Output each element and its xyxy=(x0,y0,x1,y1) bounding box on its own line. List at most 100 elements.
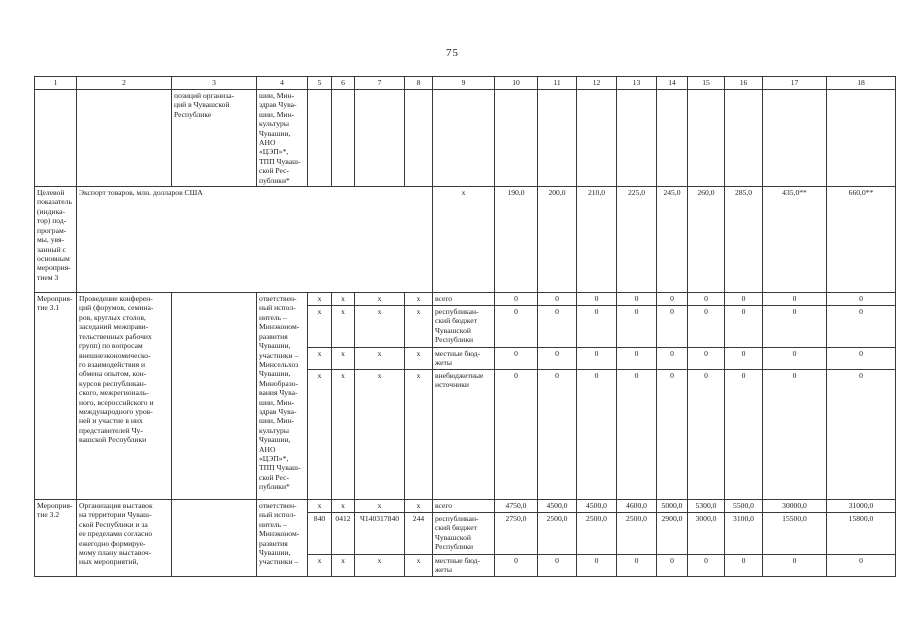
amount-cell: 2750,0 xyxy=(494,511,538,555)
carryover-col3-text: позиций организа- ций в Чувашской Респуб… xyxy=(171,88,257,188)
target-value: 200,0 xyxy=(537,186,577,294)
code-cell: 840 xyxy=(307,511,332,555)
target-col9-mark: x xyxy=(432,186,495,294)
code-cell: x xyxy=(331,368,355,500)
column-header: 10 xyxy=(494,76,538,90)
code-cell: x xyxy=(404,292,433,307)
column-header: 18 xyxy=(826,76,896,90)
table-cell-empty xyxy=(171,498,257,577)
code-cell: 244 xyxy=(404,511,433,555)
column-header: 12 xyxy=(576,76,617,90)
code-cell: x xyxy=(331,292,355,307)
amount-cell: 0 xyxy=(687,305,725,349)
code-cell: x xyxy=(404,498,433,513)
code-cell: x xyxy=(307,305,332,349)
amount-cell: 0 xyxy=(724,305,763,349)
amount-cell: 0 xyxy=(826,553,896,577)
budget-source-label: местные бюд- жеты xyxy=(432,347,495,370)
amount-cell: 0 xyxy=(724,553,763,577)
amount-cell: 31000,0 xyxy=(826,498,896,513)
code-cell: x xyxy=(331,305,355,349)
amount-cell: 0 xyxy=(494,347,538,370)
amount-cell: 0 xyxy=(826,292,896,307)
event32-id: Мероприя- тие 3.2 xyxy=(34,498,77,577)
column-header: 17 xyxy=(762,76,827,90)
amount-cell: 0 xyxy=(576,368,617,500)
amount-cell: 4500,0 xyxy=(576,498,617,513)
target-value: 225,0 xyxy=(616,186,657,294)
amount-cell: 0 xyxy=(687,347,725,370)
table-cell-empty xyxy=(494,88,538,188)
column-header: 8 xyxy=(404,76,433,90)
code-cell: x xyxy=(307,292,332,307)
amount-cell: 2500,0 xyxy=(537,511,577,555)
amount-cell: 0 xyxy=(537,305,577,349)
amount-cell: 5000,0 xyxy=(656,498,688,513)
code-cell: x xyxy=(307,347,332,370)
event32-subrow-total: Мероприя- тие 3.2 Организация выставок н… xyxy=(34,498,896,577)
column-header: 7 xyxy=(354,76,405,90)
amount-cell: 5500,0 xyxy=(724,498,763,513)
column-header: 14 xyxy=(656,76,688,90)
amount-cell: 2500,0 xyxy=(616,511,657,555)
code-cell: x xyxy=(354,292,405,307)
code-cell: x xyxy=(307,498,332,513)
amount-cell: 0 xyxy=(762,292,827,307)
target-indicator-title: Целевой показатель (индика- тор) под- пр… xyxy=(34,186,77,294)
column-header: 16 xyxy=(724,76,763,90)
amount-cell: 0 xyxy=(616,553,657,577)
code-cell: x xyxy=(354,305,405,349)
code-cell: x xyxy=(404,368,433,500)
amount-cell: 3100,0 xyxy=(724,511,763,555)
event31-id: Мероприя- тие 3.1 xyxy=(34,292,77,500)
amount-cell: 0 xyxy=(494,305,538,349)
table-cell-empty xyxy=(616,88,657,188)
amount-cell: 0 xyxy=(576,553,617,577)
amount-cell: 0 xyxy=(656,305,688,349)
code-cell: 0412 xyxy=(331,511,355,555)
amount-cell: 0 xyxy=(656,368,688,500)
amount-cell: 0 xyxy=(762,553,827,577)
amount-cell: 0 xyxy=(826,305,896,349)
code-cell: x xyxy=(354,368,405,500)
code-cell: x xyxy=(404,305,433,349)
table-cell-empty xyxy=(354,88,405,188)
amount-cell: 15800,0 xyxy=(826,511,896,555)
budget-source-label: всего xyxy=(432,292,495,307)
amount-cell: 0 xyxy=(576,305,617,349)
target-value: 285,0 xyxy=(724,186,763,294)
amount-cell: 0 xyxy=(537,292,577,307)
column-header: 6 xyxy=(331,76,355,90)
amount-cell: 0 xyxy=(494,553,538,577)
event31-subrow-republic-budget: x x x x республикан- ский бюджет Чувашск… xyxy=(35,305,896,349)
table-cell-empty xyxy=(687,88,725,188)
amount-cell: 0 xyxy=(656,347,688,370)
amount-cell: 2500,0 xyxy=(576,511,617,555)
target-indicator-name: Экспорт товаров, млн. долларов США xyxy=(76,186,433,294)
column-header: 1 xyxy=(34,76,77,90)
column-header: 15 xyxy=(687,76,725,90)
amount-cell: 0 xyxy=(762,305,827,349)
target-value: 260,0 xyxy=(687,186,725,294)
amount-cell: 0 xyxy=(826,347,896,370)
column-header: 3 xyxy=(171,76,257,90)
column-header: 5 xyxy=(307,76,332,90)
amount-cell: 0 xyxy=(826,368,896,500)
event32-executor: ответствен- ный испол- нитель – Минэконо… xyxy=(256,498,308,577)
table-cell-empty xyxy=(432,88,495,188)
amount-cell: 0 xyxy=(537,347,577,370)
target-value: 190,0 xyxy=(494,186,538,294)
table-cell-empty xyxy=(724,88,763,188)
code-cell: x xyxy=(404,553,433,577)
column-header: 9 xyxy=(432,76,495,90)
target-value: 435,0** xyxy=(762,186,827,294)
budget-source-label: всего xyxy=(432,498,495,513)
amount-cell: 15500,0 xyxy=(762,511,827,555)
amount-cell: 0 xyxy=(656,553,688,577)
amount-cell: 2900,0 xyxy=(656,511,688,555)
code-cell: x xyxy=(354,553,405,577)
table-cell-empty xyxy=(76,88,172,188)
target-indicator-row: Целевой показатель (индика- тор) под- пр… xyxy=(34,186,896,294)
event31-description: Проведение конферен- ций (форумов, семин… xyxy=(76,292,172,500)
